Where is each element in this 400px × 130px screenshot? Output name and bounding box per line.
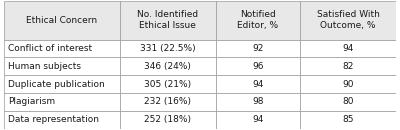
Text: Satisfied With
Outcome, %: Satisfied With Outcome, % xyxy=(316,10,380,30)
Bar xyxy=(120,93,216,111)
Text: 346 (24%): 346 (24%) xyxy=(144,62,191,71)
Text: 85: 85 xyxy=(342,115,354,124)
Text: 90: 90 xyxy=(342,80,354,89)
Text: 94: 94 xyxy=(342,44,354,53)
Text: 94: 94 xyxy=(252,115,264,124)
Bar xyxy=(216,93,300,111)
Bar xyxy=(4,40,120,57)
Bar xyxy=(216,1,300,40)
Bar xyxy=(216,111,300,129)
Text: 92: 92 xyxy=(252,44,264,53)
Bar xyxy=(4,75,120,93)
Bar xyxy=(300,1,396,40)
Bar xyxy=(120,57,216,75)
Text: Human subjects: Human subjects xyxy=(8,62,81,71)
Bar xyxy=(300,93,396,111)
Text: Notified
Editor, %: Notified Editor, % xyxy=(237,10,278,30)
Bar xyxy=(120,75,216,93)
Bar xyxy=(216,40,300,57)
Bar xyxy=(4,1,120,40)
Text: 94: 94 xyxy=(252,80,264,89)
Bar xyxy=(120,1,216,40)
Bar xyxy=(4,111,120,129)
Bar xyxy=(216,75,300,93)
Text: 82: 82 xyxy=(342,62,354,71)
Bar xyxy=(300,75,396,93)
Bar xyxy=(120,111,216,129)
Text: Ethical Concern: Ethical Concern xyxy=(26,16,97,25)
Text: 98: 98 xyxy=(252,98,264,106)
Text: 80: 80 xyxy=(342,98,354,106)
Bar xyxy=(120,40,216,57)
Text: 331 (22.5%): 331 (22.5%) xyxy=(140,44,196,53)
Text: 305 (21%): 305 (21%) xyxy=(144,80,191,89)
Text: Conflict of interest: Conflict of interest xyxy=(8,44,92,53)
Text: Duplicate publication: Duplicate publication xyxy=(8,80,105,89)
Text: 252 (18%): 252 (18%) xyxy=(144,115,191,124)
Bar xyxy=(216,57,300,75)
Text: No. Identified
Ethical Issue: No. Identified Ethical Issue xyxy=(137,10,198,30)
Bar xyxy=(4,57,120,75)
Text: Data representation: Data representation xyxy=(8,115,99,124)
Bar xyxy=(300,40,396,57)
Text: 96: 96 xyxy=(252,62,264,71)
Text: 232 (16%): 232 (16%) xyxy=(144,98,191,106)
Bar xyxy=(4,93,120,111)
Bar xyxy=(300,57,396,75)
Text: Plagiarism: Plagiarism xyxy=(8,98,55,106)
Bar xyxy=(300,111,396,129)
